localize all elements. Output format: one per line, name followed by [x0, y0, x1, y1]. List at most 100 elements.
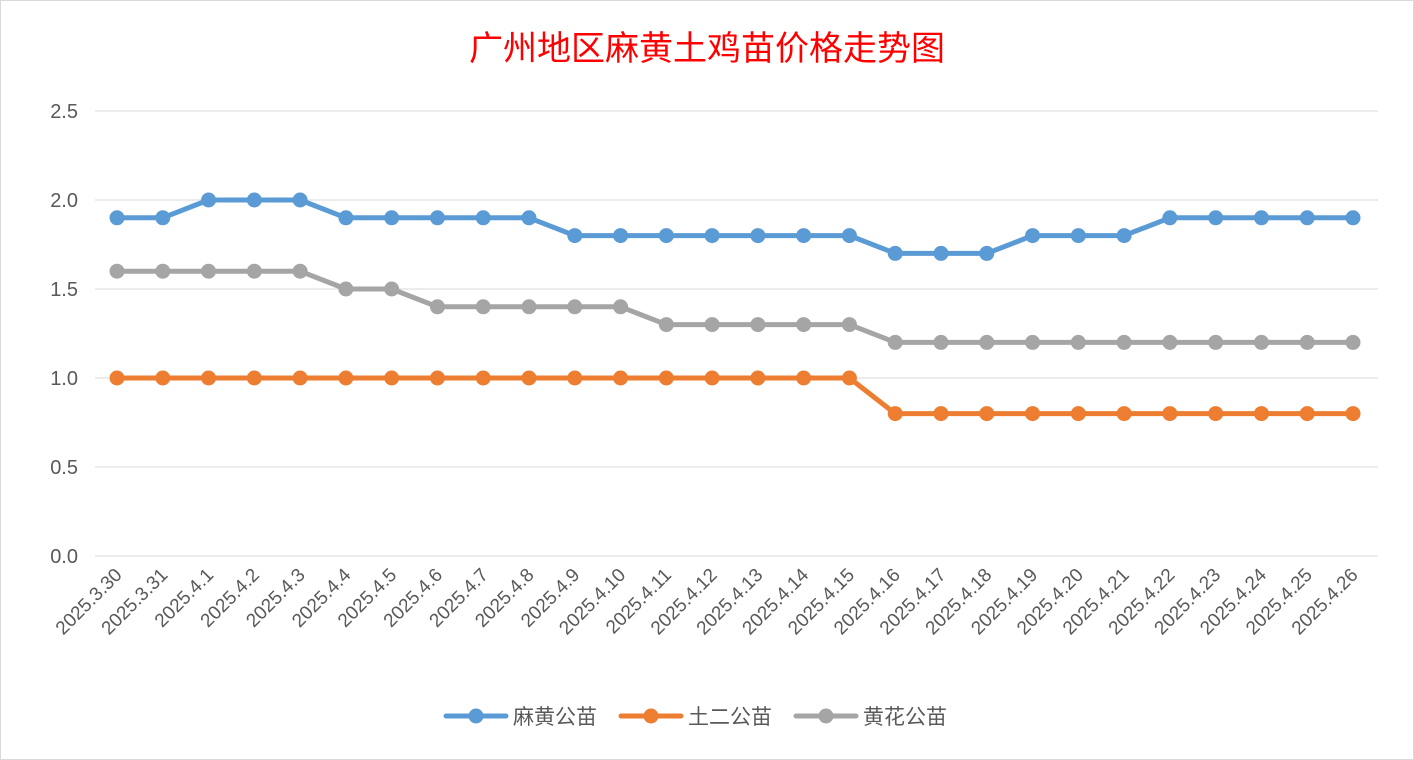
data-point: [1116, 406, 1132, 422]
data-point: [429, 370, 445, 386]
data-point: [704, 228, 720, 244]
data-point: [475, 210, 491, 226]
data-point: [1345, 210, 1361, 226]
data-point: [1299, 406, 1315, 422]
data-point: [521, 210, 537, 226]
data-point: [1025, 228, 1041, 244]
data-point: [613, 299, 629, 315]
data-point: [1070, 406, 1086, 422]
data-point: [1070, 334, 1086, 350]
data-point: [384, 281, 400, 297]
data-point: [1116, 228, 1132, 244]
data-point: [338, 210, 354, 226]
data-point: [109, 210, 125, 226]
series-line: [114, 268, 1356, 345]
data-point: [841, 228, 857, 244]
data-point: [979, 334, 995, 350]
legend-marker: [643, 708, 659, 724]
data-point: [109, 263, 125, 279]
legend-marker: [468, 708, 484, 724]
legend-item: 麻黄公苗: [443, 705, 597, 729]
data-point: [796, 317, 812, 333]
data-point: [1253, 334, 1269, 350]
data-point: [1070, 228, 1086, 244]
y-tick-label: 2.0: [50, 190, 78, 212]
data-point: [1208, 210, 1224, 226]
data-point: [796, 370, 812, 386]
y-tick-label: 1.5: [50, 279, 78, 301]
data-point: [201, 263, 217, 279]
series-line: [114, 197, 1356, 256]
data-point: [429, 210, 445, 226]
data-point: [887, 245, 903, 261]
data-point: [567, 228, 583, 244]
legend: 麻黄公苗 土二公苗 黄花公苗: [443, 705, 947, 729]
series-2: [109, 370, 1361, 422]
data-point: [246, 263, 262, 279]
data-point: [292, 370, 308, 386]
chart-title: 广州地区麻黄土鸡苗价格走势图: [469, 29, 945, 69]
legend-item: 土二公苗: [618, 705, 772, 729]
series-3: [109, 263, 1361, 350]
data-point: [658, 370, 674, 386]
data-point: [567, 299, 583, 315]
legend-marker: [818, 708, 834, 724]
data-point: [1253, 406, 1269, 422]
data-point: [613, 228, 629, 244]
data-point: [1025, 334, 1041, 350]
data-point: [887, 334, 903, 350]
data-point: [1345, 334, 1361, 350]
data-point: [521, 370, 537, 386]
y-tick-label: 0.5: [50, 457, 78, 479]
data-point: [567, 370, 583, 386]
data-point: [933, 245, 949, 261]
legend-label: 麻黄公苗: [513, 705, 597, 729]
y-tick-label: 1.0: [50, 368, 78, 390]
data-point: [979, 245, 995, 261]
data-point: [841, 370, 857, 386]
data-point: [750, 228, 766, 244]
data-point: [201, 370, 217, 386]
data-point: [704, 370, 720, 386]
data-point: [1025, 406, 1041, 422]
data-point: [750, 317, 766, 333]
series-layer: [109, 192, 1361, 422]
data-point: [201, 192, 217, 208]
data-point: [475, 299, 491, 315]
data-point: [384, 210, 400, 226]
data-point: [1208, 334, 1224, 350]
data-point: [475, 370, 491, 386]
data-point: [155, 210, 171, 226]
data-point: [384, 370, 400, 386]
data-point: [155, 263, 171, 279]
data-point: [841, 317, 857, 333]
data-point: [292, 263, 308, 279]
data-point: [1208, 406, 1224, 422]
data-point: [1299, 210, 1315, 226]
data-point: [246, 370, 262, 386]
data-point: [658, 317, 674, 333]
data-point: [1162, 334, 1178, 350]
data-point: [429, 299, 445, 315]
legend-label: 土二公苗: [688, 705, 772, 729]
data-point: [521, 299, 537, 315]
data-point: [887, 406, 903, 422]
legend-item: 黄花公苗: [793, 705, 947, 729]
data-point: [109, 370, 125, 386]
data-point: [704, 317, 720, 333]
data-point: [750, 370, 766, 386]
data-point: [155, 370, 171, 386]
y-tick-label: 0.0: [50, 546, 78, 568]
legend-label: 黄花公苗: [863, 705, 947, 729]
data-point: [1162, 210, 1178, 226]
data-point: [613, 370, 629, 386]
data-point: [796, 228, 812, 244]
series-line: [114, 375, 1356, 417]
data-point: [338, 370, 354, 386]
data-point: [1253, 210, 1269, 226]
data-point: [1116, 334, 1132, 350]
data-point: [1299, 334, 1315, 350]
data-point: [933, 334, 949, 350]
